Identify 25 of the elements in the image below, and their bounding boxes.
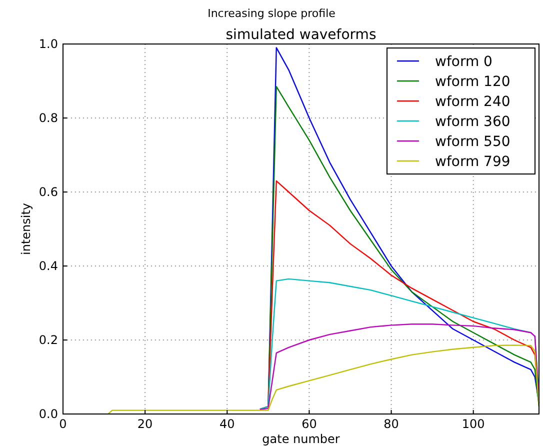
legend-label: wform 120: [435, 74, 510, 90]
y-tick-label: 0.2: [38, 333, 58, 347]
legend-label: wform 360: [435, 114, 510, 130]
y-tick-label: 0.0: [38, 407, 58, 421]
x-tick-label: 40: [219, 417, 235, 431]
y-tick-label: 0.4: [38, 259, 58, 273]
line-series: [108, 344, 540, 415]
legend-label: wform 799: [435, 154, 510, 170]
chart-title: Increasing slope profile: [208, 7, 336, 20]
y-axis-title: intensity: [19, 202, 33, 256]
x-tick-label: 100: [462, 417, 485, 431]
chart-subtitle: simulated waveforms: [226, 27, 376, 43]
x-axis-title: gate number: [262, 432, 340, 446]
x-tick-label: 60: [302, 417, 317, 431]
line-series: [259, 323, 540, 410]
legend-label: wform 240: [435, 94, 510, 110]
line-series: [259, 278, 540, 410]
y-tick-label: 0.6: [38, 185, 58, 199]
legend-label: wform 550: [435, 134, 510, 150]
x-tick-label: 80: [384, 417, 399, 431]
x-tick-label: 20: [137, 417, 153, 431]
y-tick-label: 1.0: [38, 37, 58, 51]
legend-label: wform 0: [435, 54, 492, 70]
y-tick-label: 0.8: [38, 111, 58, 125]
x-tick-label: 0: [59, 417, 67, 431]
